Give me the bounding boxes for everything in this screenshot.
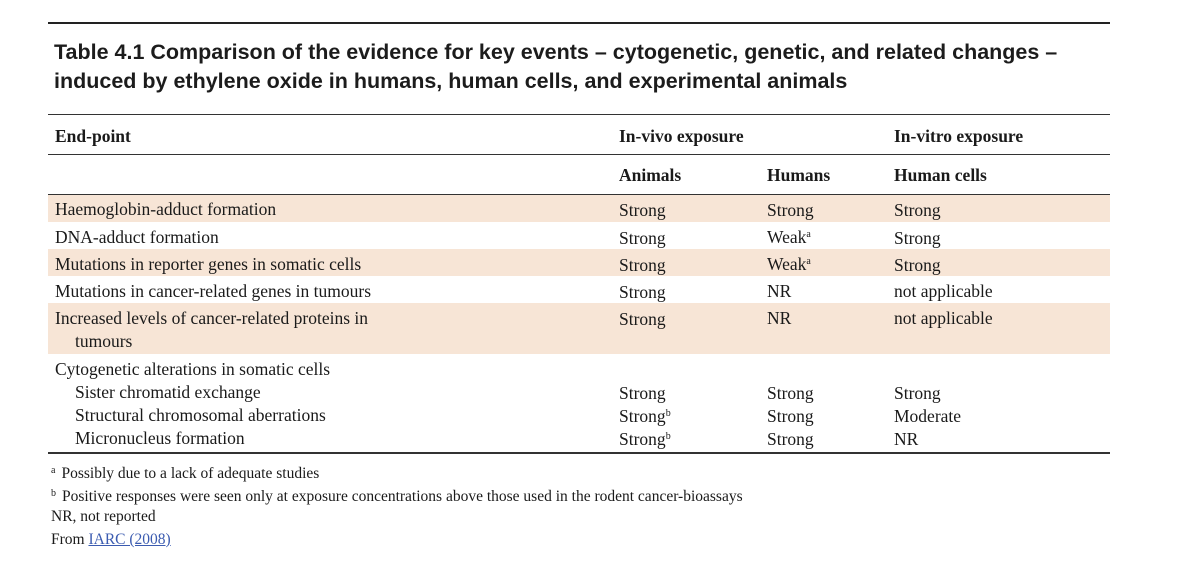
cell-animals: Strongb <box>619 405 671 427</box>
footnote-b-text: Positive responses were seen only at exp… <box>62 488 743 505</box>
cell-human-cells: Strong <box>894 383 941 403</box>
header-human-cells: Human cells <box>894 165 987 185</box>
cell-animals: Strong <box>619 228 666 248</box>
footnote-ref-b: b <box>665 431 671 442</box>
cell-animals: Strong <box>619 309 666 329</box>
table-title: Table 4.1 Comparison of the evidence for… <box>54 40 1058 93</box>
table-row: Mutations in cancer-related genes in tum… <box>48 276 1110 303</box>
cell-human-cells: Strong <box>894 255 941 275</box>
cell-animals: Strong <box>619 200 666 220</box>
table-row: DNA-adduct formation Strong Weaka Strong <box>48 222 1110 249</box>
header-rule <box>48 114 1110 115</box>
footnote-mark-a: a <box>51 465 56 476</box>
footnote-b: b Positive responses were seen only at ex… <box>51 484 743 507</box>
table-row: Mutations in reporter genes in somatic c… <box>48 249 1110 276</box>
cell-endpoint: Haemoglobin-adduct formation <box>55 199 277 219</box>
cell-human-cells: Strong <box>894 200 941 220</box>
cell-human-cells: Moderate <box>894 406 962 426</box>
cell-animals: Strong <box>619 255 666 275</box>
footnote-ref-a: a <box>806 256 811 267</box>
cell-animals-value: Strong <box>619 406 666 426</box>
cell-human-cells: not applicable <box>894 308 993 328</box>
cell-human-cells: not applicable <box>894 281 993 301</box>
cell-humans: Weaka <box>767 226 811 248</box>
cell-endpoint: Mutations in reporter genes in somatic c… <box>55 254 362 274</box>
source-line: From IARC (2008) <box>51 530 171 550</box>
body-top-rule <box>48 194 1110 195</box>
footnote-nr: NR, not reported <box>51 508 156 525</box>
table-row: Increased levels of cancer-related prote… <box>48 303 1110 354</box>
cell-endpoint: Structural chromosomal aberrations <box>75 405 326 425</box>
cell-endpoint: Sister chromatid exchange <box>75 382 261 402</box>
cell-endpoint: Micronucleus formation <box>75 428 245 448</box>
cell-animals: Strong <box>619 383 666 403</box>
cell-endpoint: DNA-adduct formation <box>55 227 219 247</box>
cell-human-cells: NR <box>894 429 919 449</box>
footnote-mark-b: b <box>51 488 56 499</box>
table-bottom-rule <box>48 452 1110 454</box>
source-link[interactable]: IARC (2008) <box>88 531 171 548</box>
cell-humans: NR <box>767 281 792 301</box>
cell-humans-value: Weak <box>767 254 807 274</box>
table-row: Haemoglobin-adduct formation Strong Stro… <box>48 195 1110 222</box>
header-in-vivo: In-vivo exposure <box>619 126 744 146</box>
cell-human-cells: Strong <box>894 228 941 248</box>
cell-animals-value: Strong <box>619 429 666 449</box>
footnote-a-text: Possibly due to a lack of adequate studi… <box>61 465 320 482</box>
footnote-ref-b: b <box>665 408 671 419</box>
header-in-vitro: In-vitro exposure <box>894 126 1024 146</box>
footnote-a: a Possibly due to a lack of adequate stud… <box>51 461 319 484</box>
cell-humans: Strong <box>767 200 814 220</box>
cell-endpoint-line2: tumours <box>75 331 133 351</box>
cell-endpoint-line1: Increased levels of cancer-related prote… <box>55 308 369 328</box>
cytogenetic-group: Cytogenetic alterations in somatic cells… <box>48 354 1110 452</box>
header-endpoint: End-point <box>55 126 131 146</box>
cell-humans: Strong <box>767 406 814 426</box>
footnote-ref-a: a <box>806 229 811 240</box>
header-animals: Animals <box>619 165 682 185</box>
cell-humans: Strong <box>767 429 814 449</box>
cell-humans-value: Weak <box>767 227 807 247</box>
cell-endpoint: Mutations in cancer-related genes in tum… <box>55 281 372 301</box>
cell-animals: Strong <box>619 282 666 302</box>
subheader-rule <box>48 154 1110 155</box>
top-rule <box>48 22 1110 24</box>
cell-animals: Strongb <box>619 428 671 450</box>
cell-humans: NR <box>767 308 792 328</box>
source-prefix: From <box>51 531 85 548</box>
group-heading: Cytogenetic alterations in somatic cells <box>55 359 331 379</box>
header-humans: Humans <box>767 165 831 185</box>
cell-humans: Weaka <box>767 253 811 275</box>
cell-humans: Strong <box>767 383 814 403</box>
